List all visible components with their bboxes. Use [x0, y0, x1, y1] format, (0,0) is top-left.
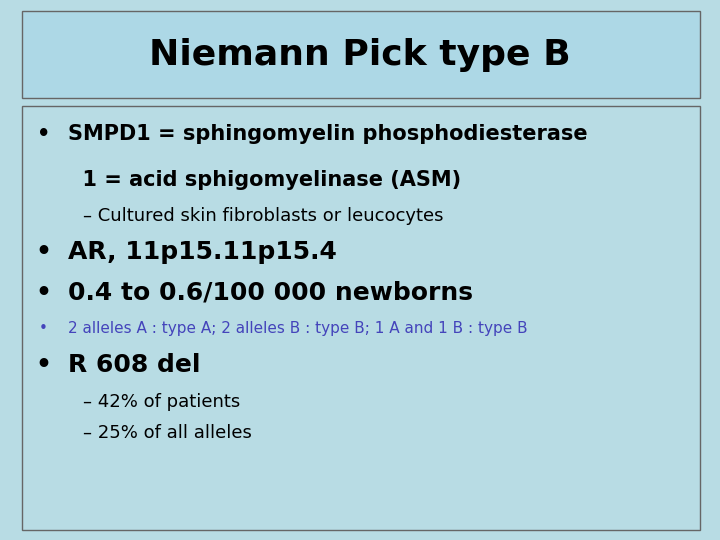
FancyBboxPatch shape — [22, 106, 700, 530]
Text: Niemann Pick type B: Niemann Pick type B — [149, 38, 571, 71]
Text: R 608 del: R 608 del — [68, 353, 201, 376]
FancyBboxPatch shape — [22, 11, 700, 98]
Text: •: • — [35, 281, 51, 305]
Text: – 25% of all alleles: – 25% of all alleles — [83, 424, 252, 442]
Text: 1 = acid sphigomyelinase (ASM): 1 = acid sphigomyelinase (ASM) — [68, 170, 462, 190]
Text: •: • — [35, 353, 51, 376]
Text: AR, 11p15.11p15.4: AR, 11p15.11p15.4 — [68, 240, 337, 264]
Text: 0.4 to 0.6/100 000 newborns: 0.4 to 0.6/100 000 newborns — [68, 281, 474, 305]
Text: SMPD1 = sphingomyelin phosphodiesterase: SMPD1 = sphingomyelin phosphodiesterase — [68, 124, 588, 144]
Text: – 42% of patients: – 42% of patients — [83, 393, 240, 411]
Text: •: • — [39, 321, 48, 336]
Text: 2 alleles A : type A; 2 alleles B : type B; 1 A and 1 B : type B: 2 alleles A : type A; 2 alleles B : type… — [68, 321, 528, 336]
Text: •: • — [37, 124, 50, 144]
Text: – Cultured skin fibroblasts or leucocytes: – Cultured skin fibroblasts or leucocyte… — [83, 207, 444, 225]
Text: •: • — [35, 240, 51, 264]
